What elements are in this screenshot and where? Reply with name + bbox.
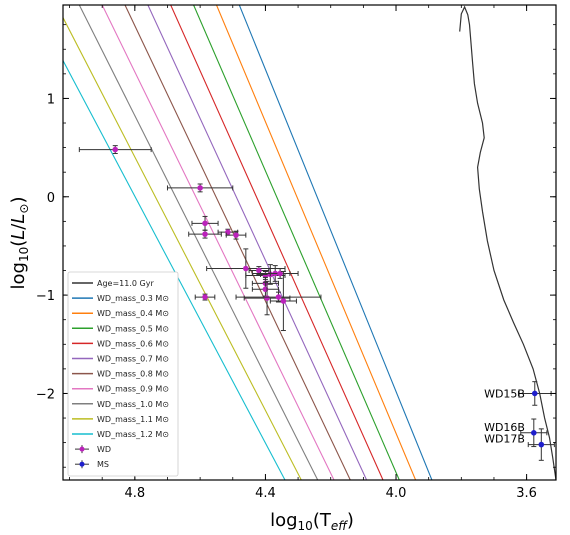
legend-box (67, 271, 179, 477)
legend-item-4: WD_mass_0.6 M⊙ (72, 339, 169, 348)
series-line-9 (63, 16, 302, 480)
legend-label-4: WD_mass_0.6 M⊙ (97, 339, 169, 348)
wd-point-15 (243, 280, 291, 316)
wd-point-16 (235, 291, 322, 303)
legend-label-3: WD_mass_0.5 M⊙ (97, 324, 169, 333)
y-tick-label-1: 0 (47, 191, 55, 206)
wd-point-7 (206, 248, 286, 289)
wd-point-3 (188, 229, 222, 239)
series-line-0 (459, 5, 556, 480)
legend-item-6: WD_mass_0.8 M⊙ (72, 370, 169, 379)
legend-label-9: WD_mass_1.1 M⊙ (97, 415, 169, 424)
legend-label-5: WD_mass_0.7 M⊙ (97, 355, 169, 364)
annotation-0: WD15B (484, 387, 525, 400)
legend-label-1: WD_mass_0.3 M⊙ (97, 294, 169, 303)
ms-point-0 (517, 381, 552, 406)
x-axis-label: log10(Teff) (270, 510, 354, 533)
legend-item-3: WD_mass_0.5 M⊙ (72, 324, 169, 333)
wd-point-5 (225, 230, 247, 240)
legend-item-11: WD (75, 445, 111, 454)
legend-item-7: WD_mass_0.9 M⊙ (72, 385, 169, 394)
legend-label-0: Age=11.0 Gyr (97, 279, 154, 288)
series-line-3 (193, 5, 400, 480)
series-line-5 (147, 5, 368, 480)
annotation-1: WD16B (484, 421, 525, 434)
legend-item-5: WD_mass_0.7 M⊙ (72, 355, 169, 364)
series-line-10 (63, 59, 286, 480)
legend-item-2: WD_mass_0.4 M⊙ (72, 309, 169, 318)
wd-point-12 (269, 268, 291, 279)
points-layer (78, 145, 555, 461)
x-tick-label-3: 3.6 (516, 486, 537, 501)
legend-label-12: MS (97, 460, 109, 469)
legend-label-11: WD (97, 445, 111, 454)
y-tick-label-0: 1 (47, 92, 55, 107)
x-tick-label-0: 4.8 (124, 486, 145, 501)
y-axis-label: log10(L/L⊙) (8, 197, 31, 290)
legend-item-1: WD_mass_0.3 M⊙ (72, 294, 169, 303)
legend-label-6: WD_mass_0.8 M⊙ (97, 370, 169, 379)
x-tick-label-1: 4.4 (255, 486, 276, 501)
wd-point-17 (269, 271, 297, 332)
series-line-8 (78, 5, 319, 480)
y-tick-label-2: −1 (36, 289, 55, 304)
series-line-2 (215, 5, 417, 480)
legend: Age=11.0 Gyr WD_mass_0.3 M⊙ WD_mass_0.4 M⊙… (67, 271, 179, 477)
legend-item-0: Age=11.0 Gyr (72, 279, 154, 288)
legend-label-10: WD_mass_1.2 M⊙ (97, 430, 169, 439)
legend-item-8: WD_mass_1.0 M⊙ (72, 400, 169, 409)
plot-frame (62, 4, 557, 481)
wd-point-6 (194, 293, 216, 301)
legend-item-9: WD_mass_1.1 M⊙ (72, 415, 169, 424)
series-line-4 (170, 5, 384, 480)
series-line-6 (124, 5, 351, 480)
legend-label-7: WD_mass_0.9 M⊙ (97, 385, 169, 394)
y-tick-label-3: −2 (36, 387, 55, 402)
x-tick-label-2: 4.0 (386, 486, 407, 501)
wd-point-0 (78, 145, 152, 154)
ms-point-1 (520, 418, 548, 448)
annotation-2: WD17B (484, 433, 525, 446)
legend-label-2: WD_mass_0.4 M⊙ (97, 309, 169, 318)
wd-point-1 (166, 183, 234, 193)
legend-item-12: MS (75, 460, 109, 469)
legend-label-8: WD_mass_1.0 M⊙ (97, 400, 169, 409)
ticks-layer: 4.8 4.4 4.0 3.6 1 0 −1 −2 (36, 5, 556, 501)
ms-point-2 (527, 428, 555, 461)
series-layer (63, 5, 556, 480)
wd-point-2 (191, 215, 219, 231)
series-line-7 (101, 5, 335, 480)
series-line-1 (238, 5, 433, 480)
legend-item-10: WD_mass_1.2 M⊙ (72, 430, 169, 439)
